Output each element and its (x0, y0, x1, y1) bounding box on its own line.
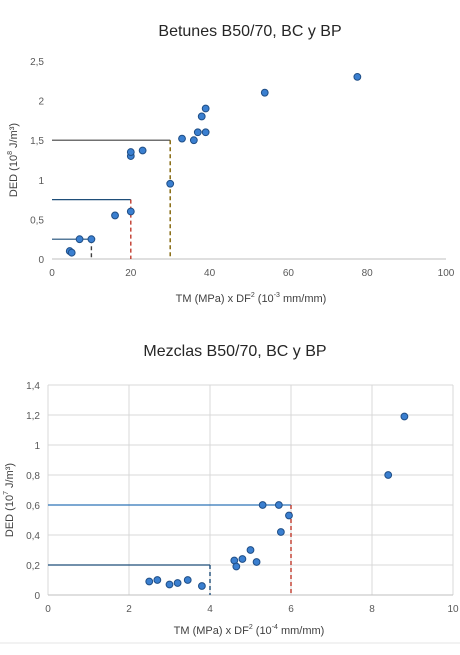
gridlines (47, 384, 454, 595)
x-tick-label: 6 (288, 604, 294, 615)
data-point (285, 511, 293, 520)
y-tick-label: 0,4 (26, 531, 40, 542)
y-tick-label: 0,6 (26, 501, 40, 512)
data-point (384, 471, 393, 479)
y-tick-label: 0,2 (26, 561, 40, 572)
data-point (178, 134, 186, 143)
x-tick-label: 8 (369, 604, 375, 615)
x-axis-label: TM (MPa) x DF2 (10-4 mm/mm) (174, 624, 325, 637)
data-point (138, 146, 147, 155)
data-point (193, 128, 202, 137)
data-point (67, 248, 76, 257)
data-point (201, 128, 210, 137)
data-point (201, 104, 210, 113)
data-point (274, 501, 283, 509)
data-point (276, 528, 285, 536)
y-tick-label: 1,4 (26, 381, 40, 392)
data-point (189, 136, 198, 145)
data-points (145, 412, 409, 590)
data-point (145, 577, 154, 586)
y-tick-label: 1 (34, 441, 40, 452)
data-point (111, 211, 119, 220)
data-point (252, 558, 261, 566)
y-tick-label: 1,5 (30, 136, 44, 147)
y-tick-label: 0,8 (26, 471, 40, 482)
data-point (197, 112, 206, 121)
y-tick-label: 0 (34, 591, 40, 602)
y-tick-label: 0 (38, 255, 44, 266)
data-point (198, 582, 206, 590)
x-tick-label: 80 (362, 268, 374, 279)
data-point (400, 412, 409, 421)
data-point (126, 148, 135, 156)
x-tick-label: 10 (447, 604, 459, 615)
y-axis-label: DED (107 J/m³) (3, 463, 16, 537)
chart-mezclas: Mezclas B50/70, BC y BP 0 2 4 6 8 10 0 0,2 0,4 0,… (3, 343, 459, 637)
y-tick-label: 1 (38, 176, 44, 187)
data-point (353, 72, 362, 81)
y-tick-label: 0,5 (30, 215, 44, 226)
x-tick-label: 2 (126, 604, 132, 615)
y-tick-label: 1,2 (26, 411, 40, 422)
data-points (65, 72, 362, 257)
data-point (173, 579, 182, 587)
tick-labels: 0 20 40 60 80 100 0 0,5 1 1,5 2 2,5 (30, 57, 455, 279)
x-tick-label: 4 (207, 604, 213, 615)
data-point (75, 235, 84, 244)
x-tick-label: 0 (45, 604, 51, 615)
x-tick-label: 60 (283, 268, 295, 279)
chart-title: Mezclas B50/70, BC y BP (143, 343, 326, 360)
data-point (246, 546, 255, 554)
y-tick-label: 2 (38, 97, 44, 108)
tick-labels: 0 2 4 6 8 10 0 0,2 0,4 0,6 0,8 1 1,2 1,4 (26, 381, 459, 615)
data-point (87, 235, 96, 244)
x-tick-label: 20 (125, 268, 137, 279)
data-point (260, 88, 269, 97)
threshold-lines (52, 139, 171, 259)
threshold-lines (48, 504, 292, 595)
x-tick-label: 100 (438, 268, 455, 279)
data-point (258, 501, 267, 509)
x-tick-label: 0 (49, 268, 55, 279)
data-point (232, 562, 241, 571)
chart-betunes: Betunes B50/70, BC y BP 0 20 40 60 80 100 0 0,5… (7, 23, 455, 305)
data-point (238, 555, 247, 563)
data-point (126, 207, 135, 216)
y-axis-label: DED (108 J/m³) (7, 123, 20, 197)
data-point (165, 580, 174, 589)
chart-title: Betunes B50/70, BC y BP (158, 23, 341, 40)
x-tick-label: 40 (204, 268, 216, 279)
y-tick-label: 2,5 (30, 57, 44, 68)
data-point (166, 179, 175, 188)
data-point (153, 576, 162, 584)
x-axis-label: TM (MPa) x DF2 (10-3 mm/mm) (176, 292, 327, 305)
data-point (183, 576, 192, 584)
